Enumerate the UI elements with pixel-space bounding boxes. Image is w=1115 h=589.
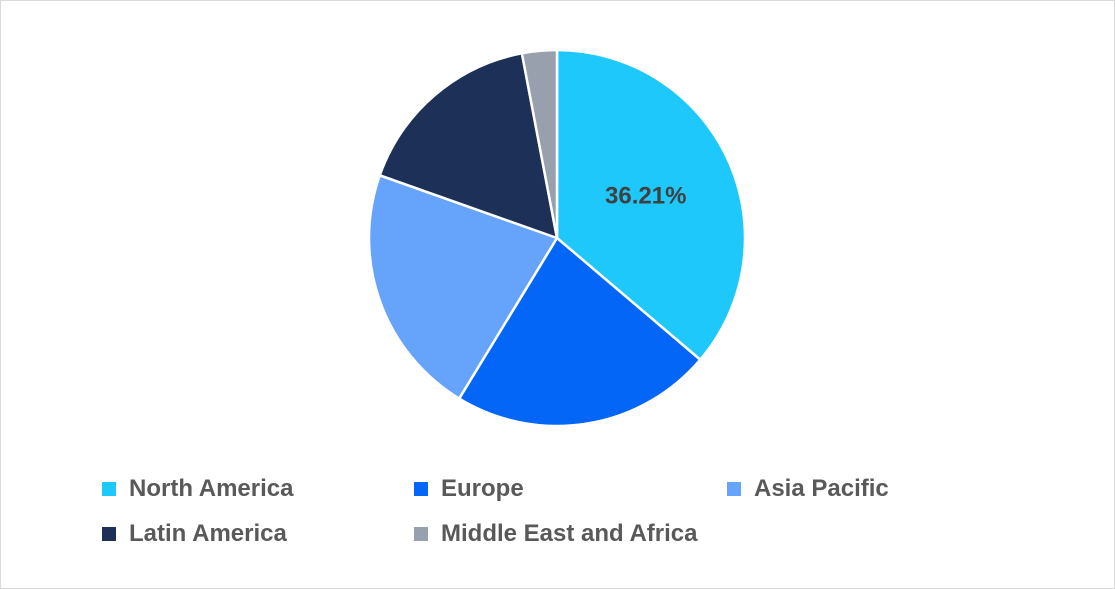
pie-slice-latin-america — [378, 52, 559, 240]
pie-slice-asia-pacific — [367, 174, 559, 400]
pie-slice-europe — [457, 236, 702, 428]
pie-slice-north-america — [555, 48, 747, 361]
pie-slice-middle-east-and-africa — [520, 48, 559, 240]
data-label-north-america: 36.21% — [605, 182, 686, 209]
